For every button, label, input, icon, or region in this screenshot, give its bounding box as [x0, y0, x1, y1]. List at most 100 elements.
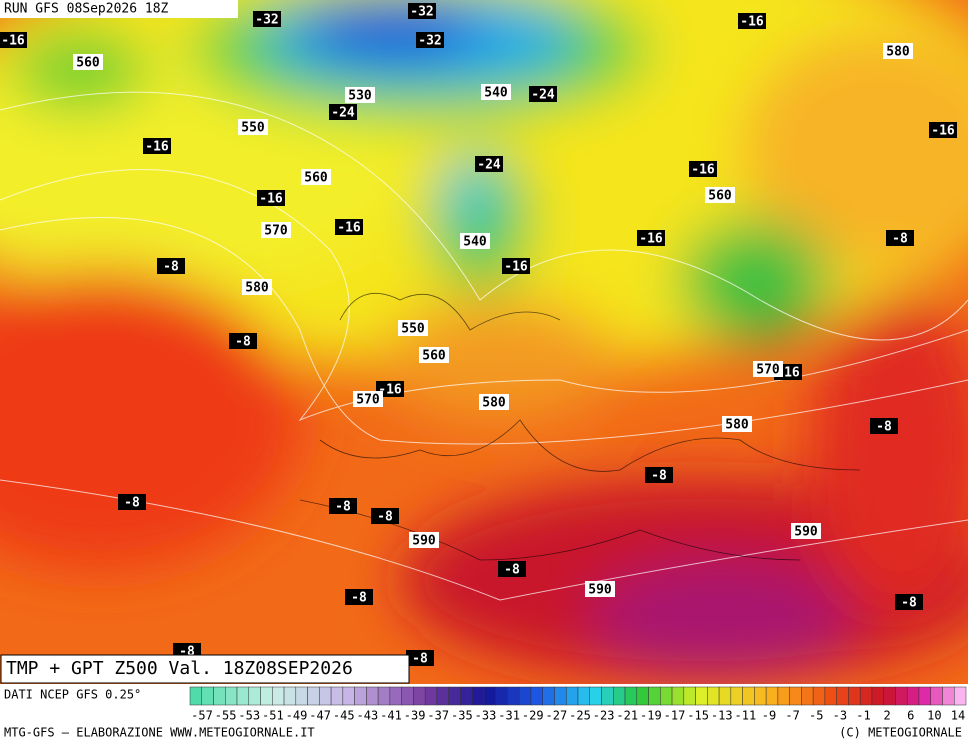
legend-tick-label: -21: [616, 709, 638, 723]
legend-swatch: [460, 686, 473, 706]
legend-tick-label: -51: [262, 709, 284, 723]
height-label: 570: [264, 224, 288, 239]
temperature-label-box: [229, 333, 257, 349]
temperature-label-box: [416, 32, 444, 48]
temperature-label: -8: [377, 510, 393, 525]
temperature-label: -8: [351, 591, 367, 606]
legend-swatch: [401, 686, 414, 706]
height-label-box: [73, 54, 103, 70]
legend-swatch: [518, 686, 532, 706]
legend-tick-label: -29: [522, 709, 544, 723]
height-label-box: [261, 222, 291, 238]
legend-tick-label: 14: [951, 709, 965, 723]
map-field: [0, 0, 968, 684]
legend-swatch: [918, 686, 931, 706]
height-label: 590: [794, 525, 818, 540]
legend-tick-label: -1: [856, 709, 870, 723]
temperature-label-box: [502, 258, 530, 274]
legend-swatch: [307, 686, 320, 706]
height-label-box: [419, 347, 449, 363]
height-label-box: [791, 523, 821, 539]
legend-tick-label: -27: [546, 709, 568, 723]
temperature-label: -8: [412, 652, 428, 667]
source-label: DATI NCEP GFS 0.25°: [4, 688, 141, 702]
legend-swatch: [871, 686, 884, 706]
legend-swatch: [812, 686, 826, 706]
legend-tick-label: -17: [664, 709, 686, 723]
temperature-label: -8: [163, 260, 179, 275]
height-label-box: [585, 581, 615, 597]
height-label-box: [409, 532, 439, 548]
temperature-label-box: [895, 594, 923, 610]
temperature-label: -16: [378, 383, 402, 398]
legend-swatch: [883, 686, 896, 706]
height-label-box: [345, 87, 375, 103]
legend-tick-label: -47: [309, 709, 331, 723]
height-label: 550: [401, 322, 425, 337]
legend-swatch: [742, 686, 755, 706]
temperature-label: -32: [418, 34, 441, 49]
legend-swatch: [354, 686, 367, 706]
legend-tick-label: -37: [427, 709, 449, 723]
legend-tick-label: 6: [907, 709, 914, 723]
legend-tick-label: -25: [569, 709, 591, 723]
legend-swatch: [260, 686, 273, 706]
legend-tick-label: -9: [762, 709, 776, 723]
legend-swatch: [801, 686, 814, 706]
temperature-label: -16: [145, 140, 169, 155]
temperature-label-box: [475, 156, 503, 172]
height-label-box: [705, 187, 735, 203]
legend-swatch: [848, 686, 861, 706]
title-box: [0, 654, 410, 684]
legend-swatch: [577, 686, 591, 706]
temperature-label-box: [689, 161, 717, 177]
height-label-box: [238, 119, 268, 135]
temperature-label-box: [645, 467, 673, 483]
temperature-label: -8: [901, 596, 917, 611]
legend-tick-label: -15: [687, 709, 709, 723]
legend-swatch: [942, 686, 955, 706]
height-label: 560: [76, 56, 100, 71]
height-label: 540: [484, 86, 508, 101]
height-label: 560: [422, 349, 446, 364]
legend-tick-label: -57: [191, 709, 213, 723]
legend-tick-label: -39: [404, 709, 426, 723]
temperature-label-box: [498, 561, 526, 577]
legend-swatch: [295, 686, 308, 706]
legend-swatch: [718, 686, 732, 706]
legend-swatch: [636, 686, 649, 706]
temperature-label: -16: [740, 15, 764, 30]
copyright-label: (C) METEOGIORNALE: [839, 726, 962, 740]
legend-swatch: [342, 686, 355, 706]
temperature-label: -8: [892, 232, 908, 247]
legend-swatch: [389, 686, 402, 706]
temperature-label: -16: [1, 34, 25, 49]
temperature-label: -8: [335, 500, 351, 515]
legend-tick-label: -23: [593, 709, 615, 723]
temperature-label: -24: [531, 88, 555, 103]
legend-tick-label: -11: [735, 709, 757, 723]
temperature-label-box: [371, 508, 399, 524]
temperature-label-box: [253, 11, 281, 27]
legend-swatch: [436, 686, 449, 706]
legend-swatch: [330, 686, 344, 706]
legend-swatch: [836, 686, 849, 706]
height-label: 590: [412, 534, 436, 549]
temperature-label-box: [335, 219, 363, 235]
legend-swatch: [906, 686, 920, 706]
temperature-label: -16: [639, 232, 663, 247]
temperature-label-box: [157, 258, 185, 274]
height-label-box: [353, 391, 383, 407]
temperature-label-box: [870, 418, 898, 434]
temperature-label: -16: [691, 163, 715, 178]
run-label: RUN GFS 08Sep2026 18Z: [4, 2, 169, 17]
legend-swatch: [765, 686, 779, 706]
legend-swatch: [707, 686, 720, 706]
legend-swatch: [377, 686, 391, 706]
legend-swatch: [542, 686, 555, 706]
legend-tick-label: -49: [286, 709, 308, 723]
temperature-label: -8: [504, 563, 520, 578]
legend-tick-label: -31: [498, 709, 520, 723]
credit-label: MTG-GFS — ELABORAZIONE WWW.METEOGIORNALE…: [4, 726, 315, 740]
temperature-label: -24: [477, 158, 501, 173]
